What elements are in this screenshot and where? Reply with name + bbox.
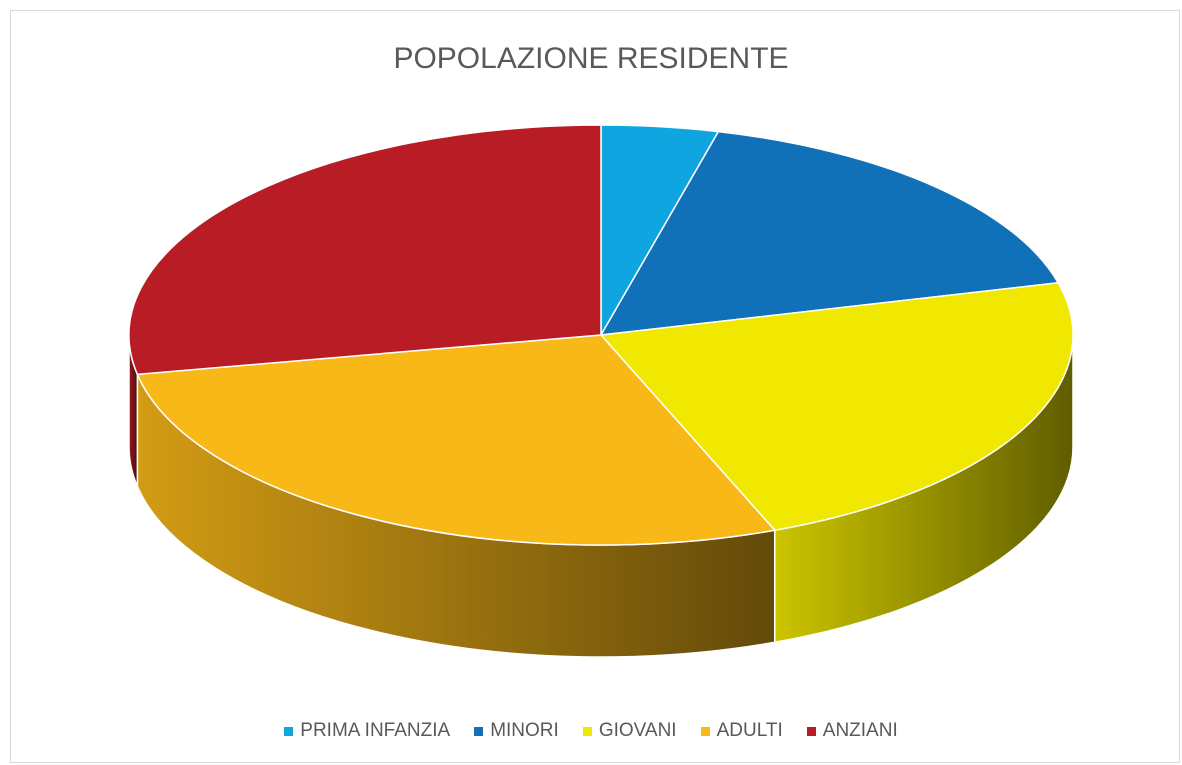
- legend-label: ANZIANI: [822, 720, 898, 741]
- legend-swatch: [582, 726, 592, 736]
- pie-slice: [599, 281, 1074, 532]
- legend-label: MINORI: [490, 720, 559, 741]
- legend-item: GIOVANI: [582, 720, 677, 742]
- pie-slice: [128, 124, 602, 376]
- legend-item: ADULTI: [700, 720, 783, 742]
- legend-label: GIOVANI: [598, 720, 677, 741]
- legend-item: MINORI: [474, 720, 559, 742]
- pie-slice: [599, 130, 1060, 336]
- legend-swatch: [474, 726, 484, 736]
- legend-swatch: [284, 726, 294, 736]
- chart-title: POPOLAZIONE RESIDENTE: [393, 42, 789, 75]
- pie-slice: [136, 334, 777, 546]
- legend-swatch: [700, 726, 710, 736]
- legend-label: PRIMA INFANZIA: [300, 720, 451, 741]
- legend-swatch: [806, 726, 816, 736]
- legend: PRIMA INFANZIA MINORI GIOVANI ADULTI ANZIANI: [0, 720, 1182, 742]
- legend-item: ANZIANI: [806, 720, 898, 742]
- chart-frame: [10, 10, 1180, 763]
- legend-label: ADULTI: [716, 720, 783, 741]
- legend-item: PRIMA INFANZIA: [284, 720, 450, 742]
